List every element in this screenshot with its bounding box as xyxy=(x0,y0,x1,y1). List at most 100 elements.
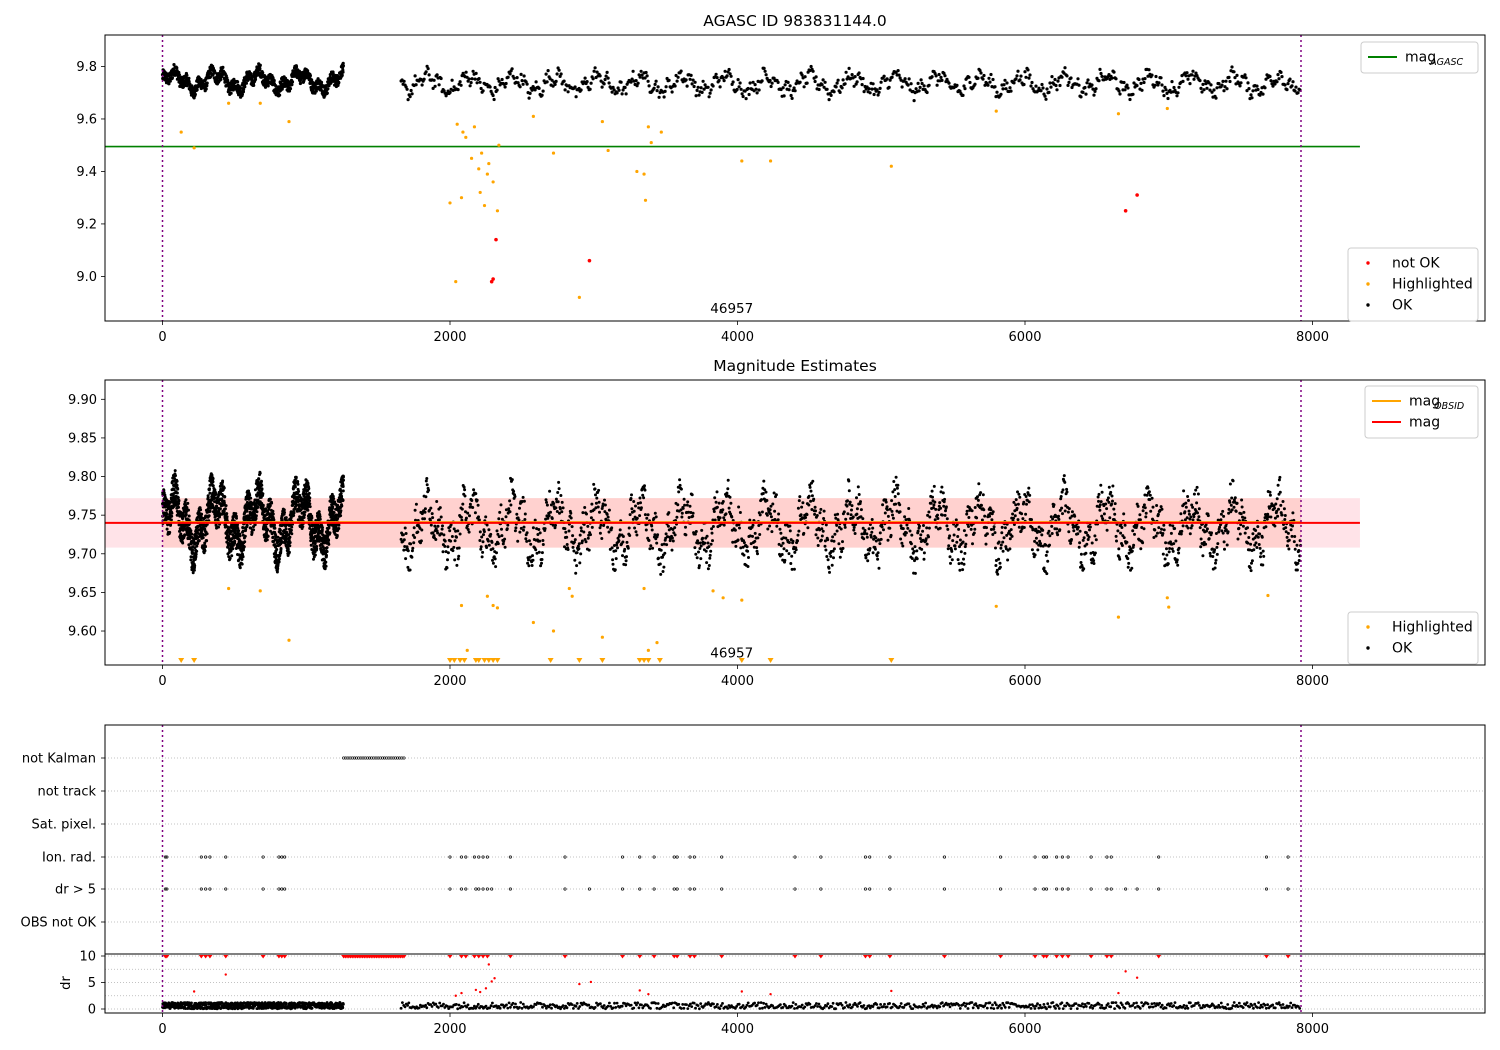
ok-point xyxy=(294,65,299,69)
ok-point xyxy=(441,550,445,554)
ok-point xyxy=(628,534,632,537)
ok-point xyxy=(986,83,990,87)
ok-point xyxy=(703,541,707,545)
ok-point xyxy=(646,513,650,517)
ok-point xyxy=(832,556,835,560)
ok-point xyxy=(717,78,721,83)
ok-point xyxy=(340,504,344,508)
ok-point xyxy=(468,84,472,88)
ok-point xyxy=(788,84,792,88)
ok-point xyxy=(1001,87,1005,91)
ok-point xyxy=(789,93,793,98)
ok-point xyxy=(708,556,712,560)
ok-point xyxy=(643,76,647,80)
ok-point xyxy=(313,553,317,557)
ok-point xyxy=(467,77,471,81)
ok-point xyxy=(675,79,679,83)
highlighted-point xyxy=(497,143,501,147)
ok-point xyxy=(1067,80,1071,84)
ok-point xyxy=(1014,77,1018,81)
ok-point xyxy=(510,67,514,71)
ok-point xyxy=(793,550,797,554)
ok-point xyxy=(1039,89,1043,93)
ok-point xyxy=(656,85,660,89)
ok-point xyxy=(685,84,689,88)
ok-point xyxy=(827,566,831,570)
ok-point xyxy=(870,518,874,521)
ok-point xyxy=(222,486,226,490)
ok-point xyxy=(293,485,297,489)
ok-point xyxy=(342,478,345,482)
ok-point xyxy=(341,64,345,68)
y-tick-label: 9.4 xyxy=(76,165,97,180)
ok-point xyxy=(480,555,484,559)
ok-point xyxy=(341,498,345,502)
ok-point xyxy=(485,546,489,549)
ok-point xyxy=(1184,74,1188,78)
ok-point xyxy=(284,527,288,531)
ok-point xyxy=(450,78,454,82)
ok-point xyxy=(589,81,593,85)
ok-point xyxy=(735,87,739,92)
ok-point xyxy=(877,566,881,570)
ok-point xyxy=(249,72,253,76)
ok-point xyxy=(718,516,722,520)
ok-point xyxy=(168,79,172,83)
ok-point xyxy=(425,477,429,480)
ok-point xyxy=(335,533,339,537)
ok-point xyxy=(684,533,688,537)
ok-point xyxy=(1122,80,1126,85)
ok-point xyxy=(431,86,435,90)
ok-point xyxy=(530,564,534,567)
ok-point xyxy=(240,92,244,96)
ok-point xyxy=(1251,89,1255,93)
ok-point xyxy=(871,82,875,86)
ok-point xyxy=(638,75,642,79)
ok-point xyxy=(1143,77,1147,81)
ok-point xyxy=(203,549,207,553)
highlighted-point xyxy=(459,196,464,200)
ok-point xyxy=(755,549,759,553)
ok-point xyxy=(685,503,689,507)
ok-point xyxy=(554,523,557,527)
ok-point xyxy=(195,549,199,553)
ok-point xyxy=(707,95,711,99)
ok-point xyxy=(726,487,730,491)
ok-point xyxy=(524,537,528,541)
ok-point xyxy=(624,559,628,563)
ok-point xyxy=(734,544,738,548)
ok-point xyxy=(229,91,233,95)
ok-point xyxy=(760,498,763,502)
ok-point xyxy=(614,557,618,561)
ok-point xyxy=(261,492,265,496)
ok-point xyxy=(462,485,466,489)
ok-point xyxy=(308,505,312,509)
ok-point xyxy=(968,80,972,85)
ok-point xyxy=(877,90,881,94)
legend-subscript: AGASC xyxy=(1429,57,1463,68)
ok-point xyxy=(243,85,247,89)
ok-point xyxy=(271,535,275,539)
highlighted-point xyxy=(287,119,291,124)
ok-point xyxy=(811,69,815,73)
ok-point xyxy=(827,98,831,102)
ok-point xyxy=(450,535,454,538)
ok-point xyxy=(1086,78,1090,82)
ok-point xyxy=(499,503,503,507)
ok-point xyxy=(513,529,517,533)
ok-point xyxy=(832,547,836,551)
ok-point xyxy=(697,550,700,554)
ok-point xyxy=(1181,79,1185,83)
ok-point xyxy=(883,511,887,515)
ok-point xyxy=(248,493,252,497)
ok-point xyxy=(695,556,699,560)
ok-point xyxy=(531,558,535,562)
ok-point xyxy=(708,91,712,95)
ok-point xyxy=(482,533,485,537)
ok-point xyxy=(586,536,590,540)
ok-point xyxy=(561,506,565,510)
ok-point xyxy=(823,544,827,548)
ok-point xyxy=(852,528,856,532)
ok-point xyxy=(1224,79,1228,83)
ok-point xyxy=(1044,97,1048,101)
